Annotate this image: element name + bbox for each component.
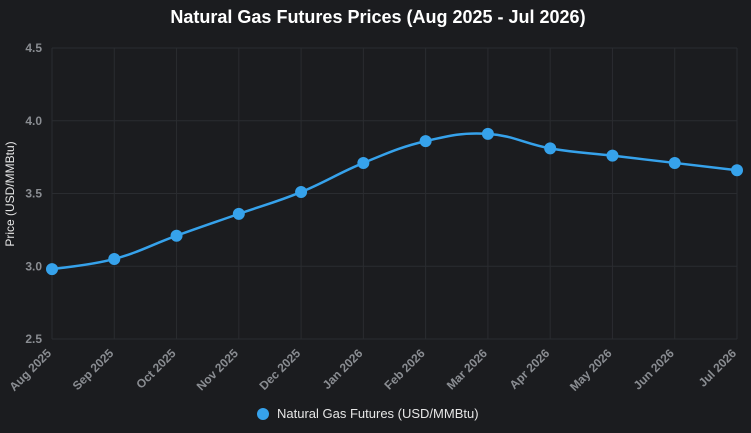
data-point[interactable] bbox=[544, 142, 557, 155]
series-line bbox=[51, 132, 738, 271]
x-tick-label: Aug 2025 bbox=[6, 346, 54, 394]
data-point[interactable] bbox=[606, 149, 619, 162]
x-tick-label: Apr 2026 bbox=[507, 346, 553, 392]
legend-label: Natural Gas Futures (USD/MMBtu) bbox=[277, 406, 479, 421]
data-point[interactable] bbox=[170, 229, 183, 242]
x-tick-label: Nov 2025 bbox=[194, 346, 241, 393]
y-tick-label: 3.0 bbox=[25, 259, 42, 273]
data-point[interactable] bbox=[232, 207, 245, 220]
data-point[interactable] bbox=[46, 263, 58, 276]
x-axis-ticks: Aug 2025 Sep 2025 Oct 2025 Nov 2025 Dec 2025… bbox=[6, 346, 739, 394]
y-tick-label: 3.5 bbox=[25, 187, 42, 201]
y-tick-label: 2.5 bbox=[25, 332, 42, 346]
chart-title: Natural Gas Futures Prices (Aug 2025 - J… bbox=[170, 7, 585, 27]
y-axis-label: Price (USD/MMBtu) bbox=[3, 141, 17, 246]
data-point[interactable] bbox=[108, 252, 121, 265]
data-point[interactable] bbox=[295, 186, 308, 199]
data-point[interactable] bbox=[668, 156, 681, 169]
x-tick-label: Sep 2025 bbox=[70, 346, 117, 393]
x-tick-label: Jul 2026 bbox=[696, 346, 740, 390]
y-axis-ticks: 2.5 3.0 3.5 4.0 4.5 bbox=[25, 41, 42, 346]
y-tick-label: 4.5 bbox=[25, 41, 42, 55]
data-points bbox=[46, 127, 743, 276]
gridlines bbox=[51, 47, 738, 340]
data-point[interactable] bbox=[481, 127, 494, 140]
legend-swatch bbox=[257, 408, 269, 420]
x-tick-label: Jun 2026 bbox=[631, 346, 677, 392]
y-tick-label: 4.0 bbox=[25, 114, 42, 128]
legend[interactable]: Natural Gas Futures (USD/MMBtu) bbox=[257, 406, 479, 421]
x-tick-label: Jan 2026 bbox=[320, 346, 366, 392]
data-point[interactable] bbox=[731, 164, 743, 177]
data-point[interactable] bbox=[357, 156, 370, 169]
x-tick-label: Oct 2025 bbox=[133, 346, 179, 392]
data-point[interactable] bbox=[419, 135, 432, 148]
x-tick-label: Feb 2026 bbox=[382, 346, 428, 392]
x-tick-label: Dec 2025 bbox=[257, 346, 304, 393]
x-tick-label: Mar 2026 bbox=[444, 346, 490, 392]
x-tick-label: May 2026 bbox=[567, 346, 615, 394]
